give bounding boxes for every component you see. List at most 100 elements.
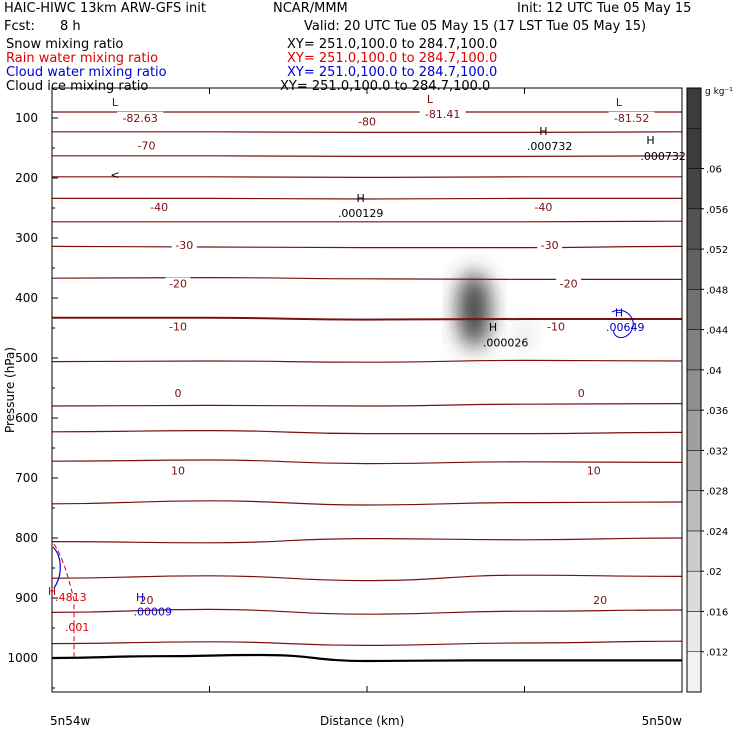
ground-layer	[51, 653, 682, 663]
colorbar-tick-label: .036	[706, 406, 728, 417]
isotherm-line	[52, 155, 683, 158]
forecast-value: 8 h	[60, 19, 81, 34]
contour-label: -30	[175, 239, 193, 252]
x-tick-label: 5n54w	[50, 714, 91, 728]
annotation: H	[136, 591, 144, 604]
isotherm-line	[51, 640, 683, 647]
annotation: H	[646, 134, 654, 147]
x-axis: 5n54w 5n50w	[50, 88, 683, 728]
model-title: HAIC-HIWC 13km ARW-GFS init	[4, 1, 206, 16]
y-tick-label: 800	[15, 531, 38, 545]
contour-label: -20	[169, 277, 187, 290]
colorbar-frame	[686, 87, 702, 693]
contour-label: -20	[560, 277, 578, 290]
colorbar-tick-label: .048	[706, 285, 728, 296]
cloud-water-field-xy: XY= 251.0,100.0 to 284.7,100.0	[287, 65, 498, 80]
colorbar-swatch	[686, 651, 702, 693]
isotherm-line	[51, 608, 683, 615]
contour-labels: -82.63 -80 -81.41 -81.52 -70 -40 -40 -30 -30 -20 -…	[117, 108, 655, 607]
colorbar-tick-label: .032	[706, 446, 728, 457]
contour-label: -30	[541, 239, 559, 252]
colorbar-tick-label: .052	[706, 245, 728, 256]
contour-label-bg	[134, 139, 159, 152]
colorbar-swatch	[686, 570, 702, 612]
rain-field-xy: XY= 251.0,100.0 to 284.7,100.0	[287, 51, 498, 66]
annotation: .00009	[134, 605, 173, 618]
colorbar-tick-label: .028	[706, 487, 728, 498]
contour-label: -10	[169, 321, 187, 334]
contour-label: -70	[138, 139, 156, 152]
colorbar-swatch	[686, 369, 702, 411]
contour-label-bg	[137, 594, 156, 607]
isotherm-line	[51, 403, 683, 407]
annotation: .00649	[606, 321, 645, 334]
isotherm-line	[51, 537, 683, 544]
contour-label-bg	[608, 111, 655, 124]
annotation: .000129	[338, 207, 384, 220]
contour-label-bg	[556, 277, 582, 290]
contour-label-bg	[172, 387, 184, 400]
contour-label: -80	[358, 115, 376, 128]
extra-contours	[52, 309, 634, 660]
y-axis: 100 200 300 400 500 600 700 800 900 1000	[7, 111, 58, 689]
annotation: .001	[65, 621, 90, 634]
annotation: <	[110, 169, 119, 182]
contour-label: 0	[578, 387, 585, 400]
y-tick-label: 300	[15, 231, 38, 245]
init-time: Init: 12 UTC Tue 05 May 15	[517, 1, 692, 16]
annotation: .4813	[55, 591, 87, 604]
temperature-contours	[51, 111, 683, 647]
contour-label-bg	[543, 320, 569, 333]
isotherm-line	[51, 316, 682, 321]
y-tick-label: 1000	[7, 651, 38, 665]
x-tick-label: 5n50w	[642, 714, 683, 728]
y-tick-label: 400	[15, 291, 38, 305]
y-tick-label: 200	[15, 171, 38, 185]
colorbar-tick-label: .044	[706, 326, 728, 337]
colorbar-unit: g kg⁻¹	[705, 87, 733, 97]
annotations: L L LH.000732 H.000732H.000129H.000026H.006…	[48, 93, 686, 634]
y-tick-label: 100	[15, 111, 38, 125]
colorbar-swatch	[686, 611, 702, 652]
contour-label: -40	[150, 201, 168, 214]
colorbar-swatch	[686, 248, 702, 290]
colorbar-tick-label: .012	[706, 648, 728, 659]
y-tick-label: 900	[15, 591, 38, 605]
valid-time: Valid: 20 UTC Tue 05 May 15 (17 LST Tue …	[304, 19, 647, 34]
annotation: H	[615, 307, 623, 320]
annotation: .000026	[483, 337, 529, 350]
colorbar-tick-label: .024	[706, 527, 728, 538]
colorbar-swatch	[686, 490, 702, 532]
isotherm-line	[51, 245, 683, 249]
contour-label: -81.52	[614, 112, 649, 125]
contour-label-bg	[584, 464, 603, 477]
isotherm-line	[52, 197, 682, 200]
annotation: H	[539, 125, 547, 138]
isotherm-line	[51, 429, 683, 435]
isotherm-line	[51, 359, 683, 363]
isotherm-line	[51, 459, 683, 465]
contour-label-bg	[354, 115, 380, 128]
annotation: .000732	[527, 140, 573, 153]
snow-blob	[458, 272, 491, 348]
colorbar-tick-label: .04	[706, 366, 722, 377]
colorbar-tick-label: .06	[706, 165, 722, 176]
contour-label: -10	[547, 321, 565, 334]
contour-label-bg	[165, 277, 191, 290]
cloud-water-contour	[611, 309, 634, 339]
colorbar-tick-label: .056	[706, 205, 728, 216]
rain-field-name: Rain water mixing ratio	[6, 51, 159, 66]
colorbar-swatch	[686, 168, 702, 210]
y-tick-label: 700	[15, 471, 38, 485]
cloud-ice-field-name: Cloud ice mixing ratio	[6, 79, 149, 94]
contour-label-bg	[530, 201, 556, 214]
cloud-ice-field-xy: XY= 251.0,100.0 to 284.7,100.0	[280, 79, 491, 94]
contour-label: 20	[593, 594, 607, 607]
cloud-water-field-name: Cloud water mixing ratio	[6, 65, 167, 80]
colorbar-swatch	[686, 530, 702, 572]
annotation: L	[112, 96, 119, 109]
y-axis-title: Pressure (hPa)	[3, 347, 17, 433]
colorbar-tick-label: .016	[706, 607, 728, 618]
colorbar-swatch	[686, 208, 702, 250]
